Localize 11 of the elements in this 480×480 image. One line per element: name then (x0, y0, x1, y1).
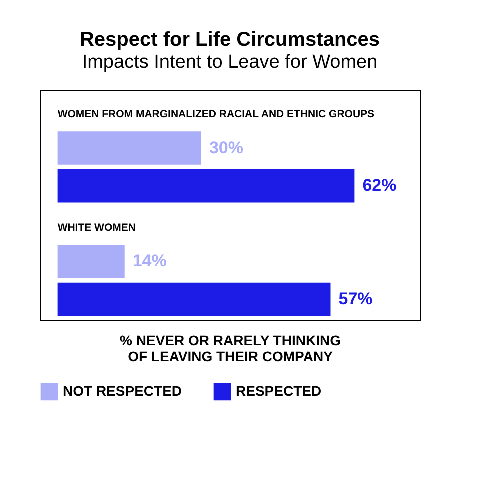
data-label: 57% (338, 290, 373, 309)
y-tick-label: WHITE WOMEN (58, 222, 136, 234)
chart-title: Respect for Life Circumstances (80, 29, 380, 51)
legend-label: NOT RESPECTED (63, 382, 182, 399)
chart-subtitle: Impacts Intent to Leave for Women (82, 52, 378, 73)
x-axis-title: % NEVER OR RARELY THINKING OF LEAVING THEIR COMPANY (120, 332, 342, 364)
legend-label: RESPECTED (236, 382, 322, 399)
y-tick-label: WOMEN FROM MARGINALIZED RACIAL AND ETHNIC GROUPS (58, 108, 375, 120)
data-label: 30% (209, 138, 244, 158)
data-label: 14% (132, 252, 167, 271)
data-label: 62% (362, 176, 397, 196)
